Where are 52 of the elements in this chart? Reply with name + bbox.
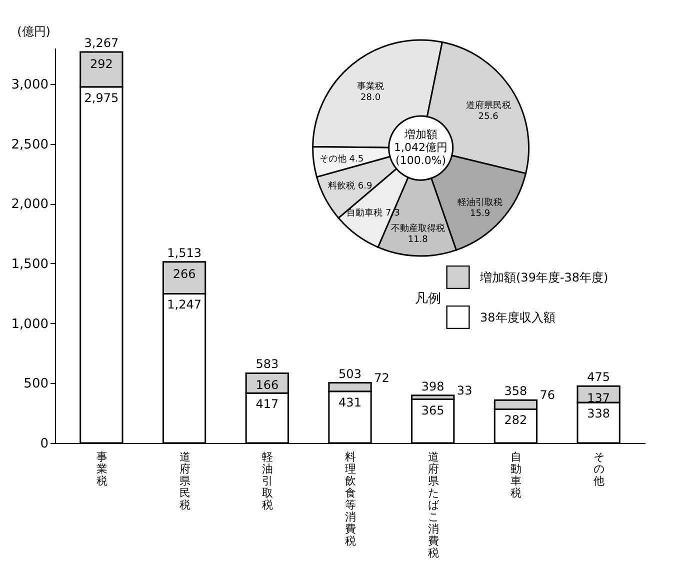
x-tick-label: 事業税 (96, 450, 108, 488)
data-label: 417 (256, 397, 279, 412)
total-label: 503 (338, 366, 362, 381)
x-tick-label: その他 (594, 450, 605, 488)
x-tick-label: 自動車税 (510, 450, 522, 500)
data-label: 15.9 (470, 208, 490, 219)
y-tick-label: 1,000 (11, 316, 48, 332)
total-label: 358 (504, 384, 528, 398)
data-label: 166 (256, 378, 279, 392)
y-tick-label: 1,500 (11, 256, 48, 272)
total-label: 1,513 (167, 246, 202, 260)
x-tick-label: 料理飲食等消費税 (345, 450, 356, 548)
data-label: 137 (587, 391, 610, 406)
data-label: 1,247 (167, 298, 202, 312)
total-label: 475 (587, 370, 610, 384)
data-label: 292 (90, 56, 113, 71)
data-label: 282 (504, 413, 528, 428)
slice-label: その他 4.5 (319, 153, 364, 164)
total-label: 3,267 (84, 36, 119, 50)
data-label: 338 (587, 406, 610, 421)
data-label: 72 (374, 370, 390, 385)
slice-label: 料飲税 6.9 (328, 180, 372, 192)
data-label: 11.8 (408, 234, 428, 245)
annotation: 増加額 (403, 128, 438, 141)
annotation: (100.0%) (396, 154, 446, 167)
total-label: 583 (256, 357, 279, 372)
legend-label: 増加額(39年度-38年度) (479, 270, 608, 284)
x-tick-label: 軽油引取税 (262, 450, 274, 512)
data-label: 25.6 (478, 112, 499, 122)
slice-label: 不動産取得税 (390, 222, 445, 234)
annotation: 1,042億円 (394, 141, 448, 154)
slice-label: 事業税 (357, 80, 384, 92)
data-label: 2,975 (84, 90, 119, 105)
y-tick-label: 3,000 (11, 77, 48, 92)
data-label: 266 (172, 266, 196, 281)
data-label: 28.0 (360, 92, 381, 103)
total-label: 398 (421, 379, 444, 394)
legend-label: 38年度収入額 (480, 310, 556, 324)
category-label: 道府県たばこ消費税 (428, 450, 439, 560)
y-tick-label: 0 (40, 436, 48, 452)
legend-title: 凡例 (415, 291, 441, 306)
y-tick-label: 2,000 (11, 197, 48, 212)
slice-label: 道府県民税 (466, 100, 511, 112)
data-label: 33 (456, 383, 472, 398)
slice-label: 軽油引取税 (458, 196, 503, 208)
y-axis-title: (億円) (17, 24, 50, 38)
y-tick-label: 500 (24, 376, 48, 392)
data-label: 431 (338, 395, 362, 410)
data-label: 365 (421, 403, 444, 418)
data-label: 76 (540, 388, 556, 402)
y-tick-label: 2,500 (11, 137, 48, 152)
x-tick-label: 道府県民税 (179, 450, 190, 512)
